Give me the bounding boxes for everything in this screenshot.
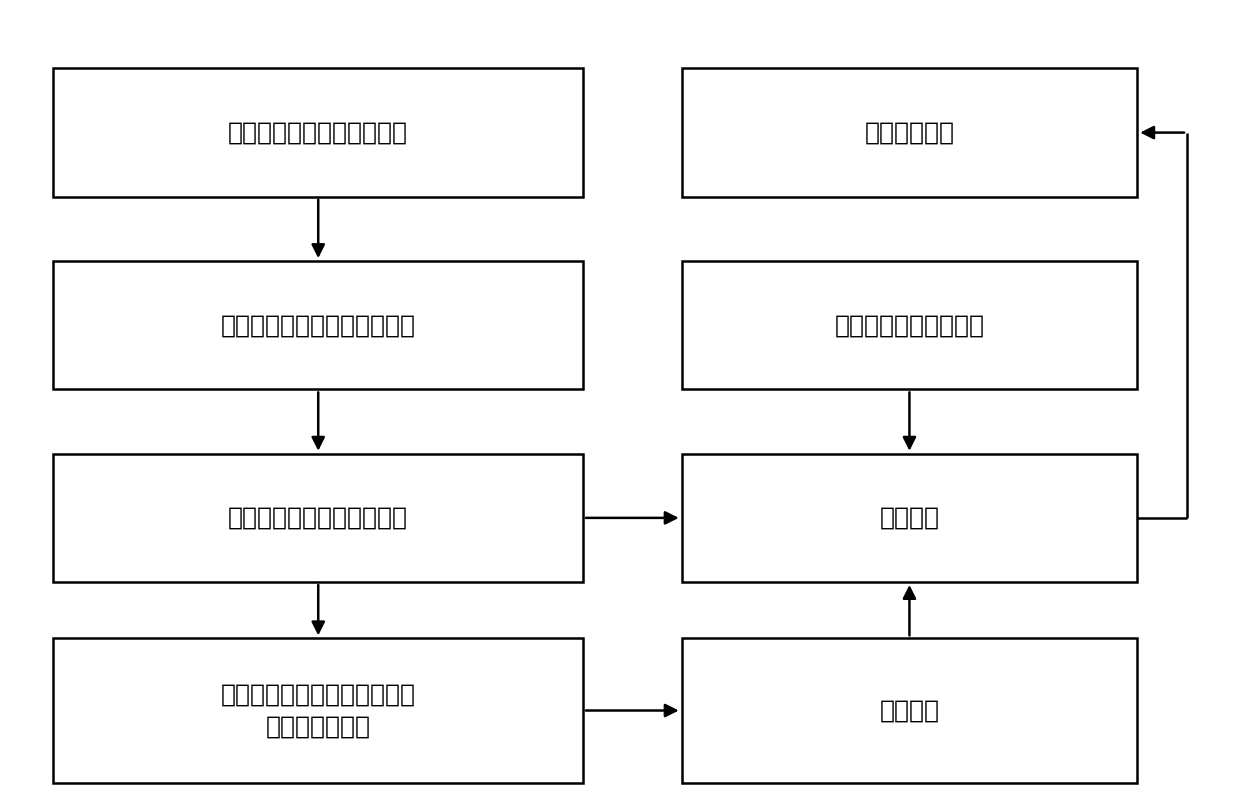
Text: 全场修正系数: 全场修正系数: [864, 121, 955, 144]
Text: 已存储的出厂定标数据: 已存储的出厂定标数据: [835, 313, 985, 337]
Text: 根据位移记录，进行第二个温
度点的数据获取: 根据位移记录，进行第二个温 度点的数据获取: [221, 683, 415, 738]
Bar: [53, 68, 583, 197]
Text: 获得若干均匀分布的检测点: 获得若干均匀分布的检测点: [228, 506, 408, 530]
Bar: [682, 261, 1137, 389]
Bar: [682, 638, 1137, 783]
Text: 数据处理: 数据处理: [879, 506, 940, 530]
Text: 存储数据: 存储数据: [879, 698, 940, 723]
Bar: [682, 68, 1137, 197]
Text: 点源黑体稳定在某一温度点: 点源黑体稳定在某一温度点: [228, 121, 408, 144]
Bar: [682, 453, 1137, 582]
Bar: [53, 453, 583, 582]
Bar: [53, 638, 583, 783]
Bar: [53, 261, 583, 389]
Text: 控制位置调节机构并记录位移: 控制位置调节机构并记录位移: [221, 313, 415, 337]
